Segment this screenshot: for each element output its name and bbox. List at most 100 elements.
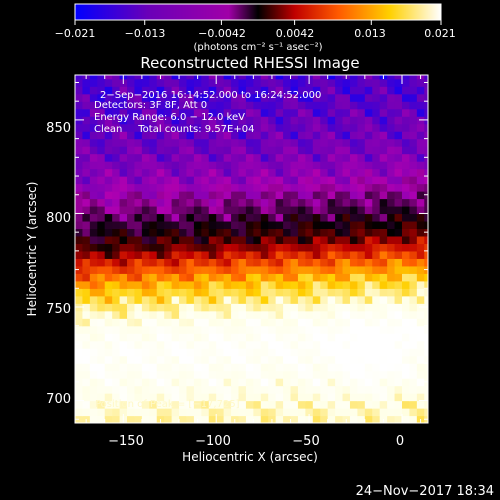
heatmap-cell	[171, 153, 180, 162]
heatmap-cell	[208, 415, 217, 423]
heatmap-cell	[245, 146, 254, 155]
heatmap-cell	[297, 355, 306, 364]
heatmap-cell	[134, 325, 143, 334]
heatmap-cell	[179, 378, 188, 387]
heatmap-cell	[327, 273, 336, 282]
heatmap-cell	[349, 198, 358, 207]
heatmap-cell	[268, 355, 277, 364]
heatmap-cell	[104, 325, 113, 334]
heatmap-cell	[290, 295, 299, 304]
heatmap-cell	[342, 78, 351, 87]
heatmap-cell	[394, 393, 403, 402]
heatmap-cell	[349, 131, 358, 140]
heatmap-cell	[208, 93, 217, 102]
heatmap-cell	[260, 250, 269, 259]
heatmap-cell	[342, 108, 351, 117]
heatmap-cell	[379, 168, 388, 177]
heatmap-cell	[75, 228, 84, 237]
heatmap-cell	[312, 101, 321, 110]
heatmap-cell	[164, 363, 173, 372]
heatmap-cell	[156, 295, 165, 304]
heatmap-cell	[268, 191, 277, 200]
heatmap-cell	[349, 243, 358, 252]
heatmap-cell	[416, 355, 425, 364]
heatmap-cell	[149, 393, 158, 402]
heatmap-cell	[260, 168, 269, 177]
heatmap-cell	[179, 168, 188, 177]
heatmap-cell	[305, 146, 314, 155]
heatmap-cell	[119, 273, 128, 282]
heatmap-cell	[179, 176, 188, 185]
heatmap-cell	[349, 108, 358, 117]
heatmap-cell	[245, 243, 254, 252]
heatmap-cell	[327, 116, 336, 125]
heatmap-cell	[164, 408, 173, 417]
heatmap-cell	[409, 93, 418, 102]
heatmap-cell	[193, 370, 202, 379]
heatmap-cell	[179, 355, 188, 364]
heatmap-cell	[364, 250, 373, 259]
heatmap-cell	[342, 123, 351, 132]
heatmap-cell	[186, 220, 195, 230]
heatmap-cell	[290, 288, 299, 297]
heatmap-cell	[283, 370, 292, 379]
heatmap-cell	[327, 228, 336, 237]
heatmap-cell	[253, 295, 262, 304]
heatmap-cell	[327, 243, 336, 252]
heatmap-cell	[127, 303, 136, 312]
heatmap-cell	[216, 86, 225, 95]
heatmap-cell	[253, 93, 262, 102]
heatmap-cell	[327, 101, 336, 110]
heatmap-cell	[156, 161, 165, 170]
heatmap-cell	[424, 393, 428, 402]
heatmap-cell	[97, 75, 106, 80]
heatmap-cell	[201, 116, 210, 125]
heatmap-cell	[245, 183, 254, 192]
heatmap-cell	[424, 370, 428, 379]
heatmap-cell	[387, 348, 396, 357]
heatmap-cell	[379, 183, 388, 192]
heatmap-cell	[134, 86, 143, 95]
heatmap-cell	[112, 258, 121, 267]
heatmap-cell	[387, 250, 396, 259]
heatmap-cell	[193, 243, 202, 252]
heatmap-cell	[290, 393, 299, 402]
heatmap-cell	[275, 265, 284, 274]
heatmap-cell	[283, 273, 292, 282]
heatmap-cell	[193, 153, 202, 162]
heatmap-cell	[409, 258, 418, 267]
colorbar-units: (photons cm⁻² s⁻¹ asec⁻²)	[193, 42, 322, 53]
heatmap-cell	[238, 370, 247, 379]
heatmap-cell	[238, 355, 247, 364]
heatmap-cell	[231, 258, 240, 267]
heatmap-cell	[357, 123, 366, 132]
heatmap-cell	[208, 288, 217, 297]
heatmap-cell	[409, 205, 418, 215]
heatmap-cell	[342, 183, 351, 192]
heatmap-cell	[305, 183, 314, 192]
heatmap-cell	[223, 86, 232, 95]
heatmap-cell	[245, 108, 254, 117]
heatmap-cell	[364, 93, 373, 102]
heatmap-cell	[327, 393, 336, 402]
heatmap-cell	[342, 385, 351, 394]
colorbar-tick-label-4: 0.013	[354, 27, 386, 40]
heatmap-cell	[327, 333, 336, 342]
heatmap-cell	[156, 385, 165, 394]
heatmap-cell	[216, 355, 225, 364]
heatmap-cell	[171, 415, 180, 423]
heatmap-cell	[75, 213, 84, 222]
heatmap-cell	[134, 235, 143, 244]
heatmap-cell	[312, 318, 321, 327]
heatmap-cell	[208, 228, 217, 237]
heatmap-cell	[275, 101, 284, 110]
heatmap-cell	[394, 131, 403, 140]
heatmap-cell	[134, 228, 143, 237]
heatmap-cell	[127, 191, 136, 200]
heatmap-cell	[364, 213, 373, 222]
heatmap-cell	[171, 303, 180, 312]
heatmap-cell	[260, 205, 269, 215]
x-tick-label-1: −100	[195, 434, 231, 449]
heatmap-cell	[275, 176, 284, 185]
heatmap-cell	[335, 250, 344, 259]
